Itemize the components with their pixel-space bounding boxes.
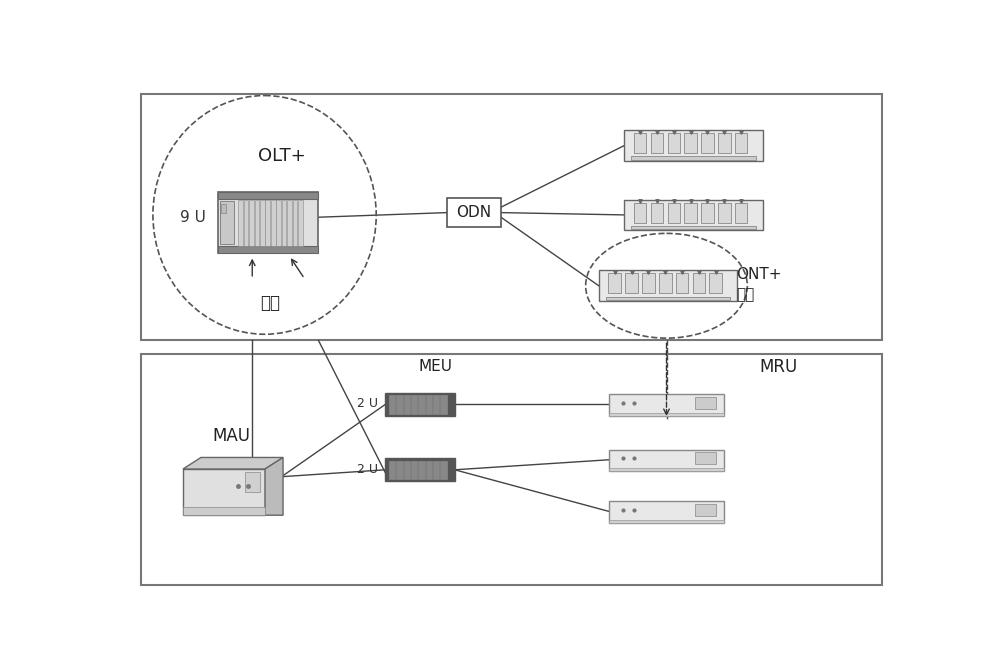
Bar [718,202,731,222]
Polygon shape [183,458,283,469]
Text: ODN: ODN [456,205,492,220]
Bar [298,200,303,246]
Bar [396,395,403,413]
Polygon shape [265,458,283,515]
Bar [183,469,265,515]
Bar [624,130,763,161]
Bar [411,460,417,479]
Bar [684,134,697,154]
Bar [249,200,254,246]
Bar [609,520,724,523]
Bar [244,200,248,246]
Bar [695,452,716,464]
Bar [404,395,410,413]
Bar [255,200,259,246]
Bar [404,460,410,479]
Text: ONT+: ONT+ [736,267,781,282]
Bar [634,202,646,222]
Bar [599,271,737,301]
Bar [418,395,425,413]
Bar [282,200,286,246]
Bar [221,204,226,213]
Bar [695,504,716,516]
Bar [238,200,243,246]
Bar [634,134,646,154]
Bar [625,273,638,293]
Bar [709,273,722,293]
Bar [418,460,425,479]
Bar [735,202,747,222]
Bar [271,200,276,246]
Text: 融合: 融合 [260,295,280,313]
Bar [218,192,318,253]
Bar [668,202,680,222]
Bar [245,472,260,492]
Bar [609,468,724,472]
Bar [183,506,265,515]
Bar [141,353,882,584]
Bar [642,273,655,293]
Bar [718,134,731,154]
Text: MEU: MEU [418,359,452,374]
Bar [609,450,724,472]
Bar [684,202,697,222]
Bar [440,395,447,413]
Bar [735,134,747,154]
Bar [651,202,663,222]
Bar [447,198,501,227]
Bar [606,297,730,300]
Bar [389,460,395,479]
Bar [433,460,439,479]
Bar [609,502,724,523]
Text: 融合: 融合 [736,287,754,302]
Bar [609,394,724,416]
Bar [608,273,621,293]
Bar [701,202,714,222]
Bar [426,460,432,479]
Text: OLT+: OLT+ [258,146,305,164]
Bar [260,200,265,246]
Bar [651,134,663,154]
Bar [693,273,705,293]
Bar [676,273,688,293]
Bar [385,393,455,416]
Text: 9 U: 9 U [180,210,206,224]
Bar [218,192,318,199]
Bar [695,397,716,409]
Text: MRU: MRU [759,357,797,375]
Bar [293,200,297,246]
Bar [276,200,281,246]
Bar [265,200,270,246]
Bar [141,94,882,341]
Bar [426,395,432,413]
Bar [389,395,395,413]
Bar [668,134,680,154]
Bar [287,200,292,246]
Bar [385,458,455,482]
Bar [411,395,417,413]
Bar [609,413,724,416]
Text: 2 U: 2 U [357,397,378,410]
Bar [440,460,447,479]
Bar [433,395,439,413]
Bar [396,460,403,479]
Text: 2 U: 2 U [357,462,378,476]
Bar [701,134,714,154]
Bar [631,226,756,229]
Bar [659,273,672,293]
Bar [218,246,318,253]
Bar [631,156,756,160]
Text: MAU: MAU [212,427,250,445]
Bar [220,201,234,244]
Bar [624,200,763,230]
